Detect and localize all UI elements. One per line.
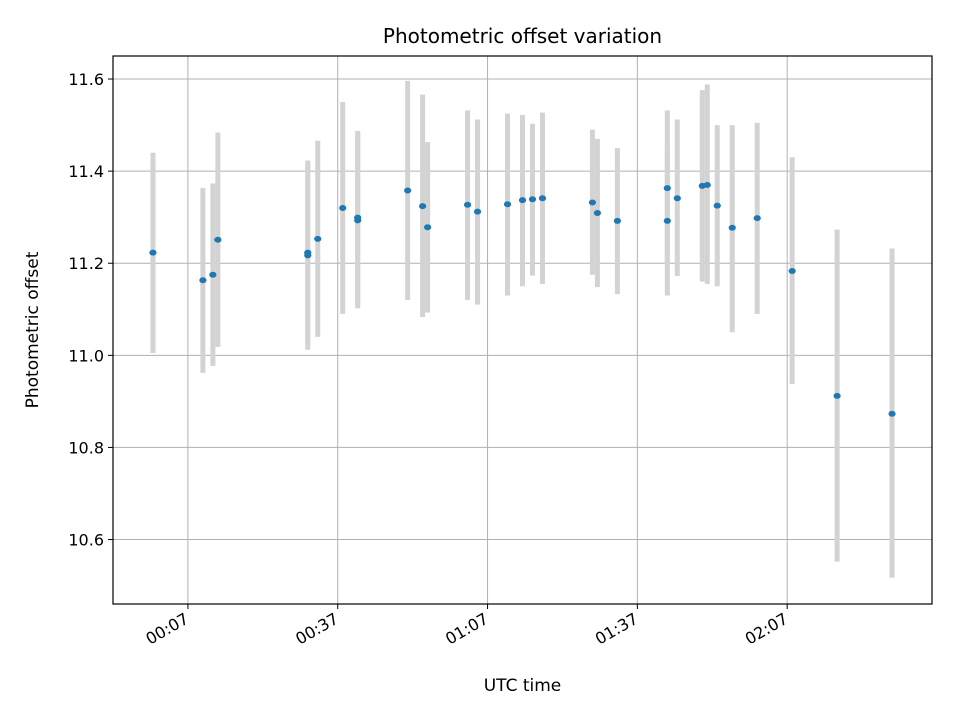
data-point: [473, 208, 482, 215]
x-tick-label: 01:07: [442, 609, 491, 649]
y-axis-label: Photometric offset: [23, 251, 43, 408]
y-tick-label: 11.2: [68, 254, 104, 273]
x-tick-label: 02:07: [742, 609, 791, 649]
data-point: [833, 392, 841, 399]
y-ticks: 10.6 10.8 11.0 11.2 11.4 11.6: [68, 70, 113, 550]
data-point: [663, 217, 671, 224]
data-point: [304, 249, 312, 256]
x-axis-label: UTC time: [484, 676, 562, 696]
chart-title: Photometric offset variation: [383, 24, 662, 48]
data-points: [149, 181, 896, 417]
data-point: [788, 268, 796, 275]
x-tick-label: 00:07: [142, 609, 191, 649]
data-point: [663, 185, 671, 192]
y-tick-label: 11.6: [68, 70, 104, 89]
data-point: [588, 199, 597, 206]
data-point: [728, 224, 736, 231]
data-point: [209, 271, 217, 278]
y-tick-label: 11.4: [68, 162, 104, 181]
data-point: [888, 410, 896, 417]
x-tick-label: 00:37: [292, 609, 341, 649]
data-point: [404, 187, 412, 194]
data-point: [673, 195, 681, 202]
plot-frame: [112, 55, 933, 605]
y-tick-label: 10.8: [68, 438, 104, 457]
data-point: [713, 202, 721, 209]
y-tick-label: 10.6: [68, 531, 104, 550]
data-point: [419, 203, 427, 210]
data-point: [703, 181, 711, 188]
error-bars: [150, 80, 895, 578]
x-ticks: 00:07 00:37 01:07 01:37 02:07: [142, 604, 791, 649]
data-point: [149, 249, 157, 256]
data-point: [538, 195, 547, 202]
data-point: [463, 201, 472, 208]
data-point: [354, 214, 362, 221]
data-point: [314, 235, 322, 242]
data-point: [593, 210, 602, 217]
data-point: [518, 197, 527, 204]
data-point: [424, 224, 432, 231]
data-point: [199, 277, 207, 284]
data-point: [214, 236, 222, 243]
data-point: [503, 201, 512, 208]
data-point: [613, 217, 621, 224]
data-point: [753, 215, 761, 222]
data-point: [339, 204, 347, 211]
y-tick-label: 11.0: [68, 346, 104, 365]
data-point: [528, 196, 537, 203]
x-tick-label: 01:37: [592, 609, 641, 649]
